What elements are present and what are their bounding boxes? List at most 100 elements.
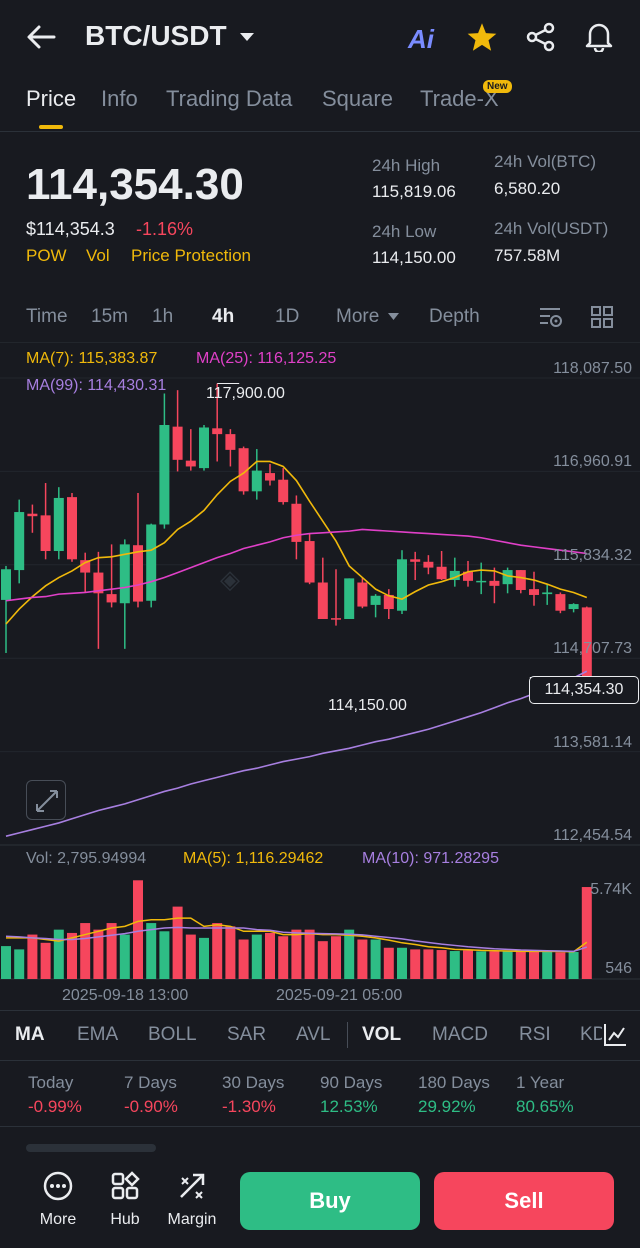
nav-margin[interactable]: Margin: [157, 1170, 227, 1229]
buy-button[interactable]: Buy: [240, 1172, 420, 1230]
low-label: 24h Low: [372, 222, 437, 241]
ai-icon[interactable]: Ai: [408, 24, 434, 54]
nav-margin-label: Margin: [167, 1211, 217, 1228]
chart-grid: [0, 377, 640, 980]
volume-bar: [529, 951, 539, 979]
indicator-ema[interactable]: EMA: [77, 1024, 119, 1045]
timeframe-1h[interactable]: 1h: [152, 306, 174, 327]
tag-vol[interactable]: Vol: [86, 246, 110, 265]
high-annotation: 117,900.00: [206, 385, 285, 402]
volume-bar: [383, 947, 394, 979]
star-icon[interactable]: [466, 22, 498, 52]
expand-icon: [36, 790, 58, 812]
indicator-boll[interactable]: BOLL: [148, 1024, 197, 1045]
indicator-sar[interactable]: SAR: [227, 1024, 267, 1045]
volume-bar: [410, 949, 421, 979]
indicator-avl[interactable]: AVL: [296, 1024, 331, 1045]
perf-value: 29.92%: [418, 1097, 476, 1116]
timeframe-1d[interactable]: 1D: [275, 306, 300, 327]
chevron-down-icon[interactable]: [239, 32, 255, 42]
more-chevron-icon[interactable]: [387, 312, 400, 321]
candle-body: [14, 512, 25, 571]
candle-body: [489, 580, 500, 586]
timeframe-depth[interactable]: Depth: [429, 306, 480, 327]
candle-body: [410, 559, 421, 562]
vol-axis-top: 5.74K: [590, 881, 632, 898]
perf-value: 80.65%: [516, 1097, 574, 1116]
vol-ma10-line: [5, 926, 588, 953]
candle-body: [80, 560, 91, 573]
vol-usdt-label: 24h Vol(USDT): [494, 219, 609, 238]
grid-layout-icon[interactable]: [590, 305, 614, 329]
margin-icon: [180, 1173, 205, 1199]
indicator-ma[interactable]: MA: [15, 1024, 45, 1045]
volume-bar: [357, 939, 368, 979]
candle-body: [463, 571, 473, 581]
sell-button[interactable]: Sell: [434, 1172, 614, 1230]
watermark: ◈: [220, 565, 240, 595]
candle-body: [515, 570, 526, 590]
expand-chart-button[interactable]: [26, 780, 66, 820]
volume-bar: [212, 923, 223, 979]
indicator-kd[interactable]: KD: [580, 1024, 602, 1045]
candles-group: [1, 383, 592, 694]
high-value: 115,819.06: [372, 182, 456, 201]
indicator-vol[interactable]: VOL: [362, 1024, 402, 1045]
candlestick-chart[interactable]: ◈: [0, 342, 640, 980]
perf-value: -0.99%: [28, 1097, 82, 1116]
timeframe-time[interactable]: Time: [26, 306, 68, 327]
timeframe-4h[interactable]: 4h: [212, 306, 235, 327]
candle-body: [502, 570, 513, 585]
tab-square[interactable]: Square: [322, 86, 393, 111]
indicator-settings-icon[interactable]: [602, 1022, 628, 1048]
volume-bar: [172, 906, 183, 979]
volume-bar: [278, 936, 289, 979]
nav-hub-label: Hub: [110, 1211, 140, 1228]
tab-info[interactable]: Info: [101, 86, 138, 111]
pair-title[interactable]: BTC/USDT: [85, 20, 227, 51]
hub-icon: [111, 1171, 140, 1200]
candle-body: [304, 541, 315, 583]
candle-body: [476, 580, 487, 583]
candle-body: [265, 473, 275, 481]
ma25-line: [5, 528, 587, 602]
tab-trading-data[interactable]: Trading Data: [166, 86, 293, 111]
volume-bar: [106, 923, 117, 979]
timeframe-15m[interactable]: 15m: [91, 306, 128, 327]
candle-body: [331, 618, 341, 620]
tab-bar: Price Info Trading Data Square Trade-X: [0, 76, 640, 132]
volume-bar: [555, 952, 566, 979]
candle-body: [146, 524, 157, 601]
last-price: 114,354.30: [26, 160, 244, 209]
candle-body: [344, 578, 355, 619]
volume-bar: [265, 932, 275, 979]
volume-bar: [397, 947, 407, 979]
bell-icon[interactable]: [584, 20, 614, 52]
perf-value: -1.30%: [222, 1097, 276, 1116]
candle-body: [423, 561, 434, 568]
indicator-macd[interactable]: MACD: [432, 1024, 488, 1045]
annotations-group: [217, 383, 593, 695]
tag-price-protection[interactable]: Price Protection: [131, 246, 251, 265]
vol-btc-value: 6,580.20: [494, 179, 561, 198]
ma7-line: [5, 460, 588, 625]
share-icon[interactable]: [526, 22, 556, 52]
candle-body: [317, 582, 328, 619]
back-arrow-icon[interactable]: [26, 24, 56, 50]
indicator-rsi[interactable]: RSI: [519, 1024, 551, 1045]
candle-body: [383, 594, 394, 610]
volume-bar: [53, 929, 64, 979]
candle-body: [27, 513, 38, 517]
tag-pow[interactable]: POW: [26, 246, 67, 265]
candle-body: [199, 427, 209, 469]
timeframe-more[interactable]: More: [336, 306, 380, 327]
volume-bar: [568, 952, 579, 979]
chart-settings-icon[interactable]: [538, 304, 564, 330]
candle-body: [106, 594, 117, 603]
nav-hub[interactable]: Hub: [90, 1170, 160, 1229]
vol-label: Vol: 2,795.94994: [26, 850, 147, 867]
current-price-tag: 114,354.30: [529, 676, 639, 704]
perf-label: 1 Year: [516, 1073, 565, 1092]
nav-more[interactable]: More: [23, 1170, 93, 1229]
tab-price[interactable]: Price: [26, 86, 77, 111]
